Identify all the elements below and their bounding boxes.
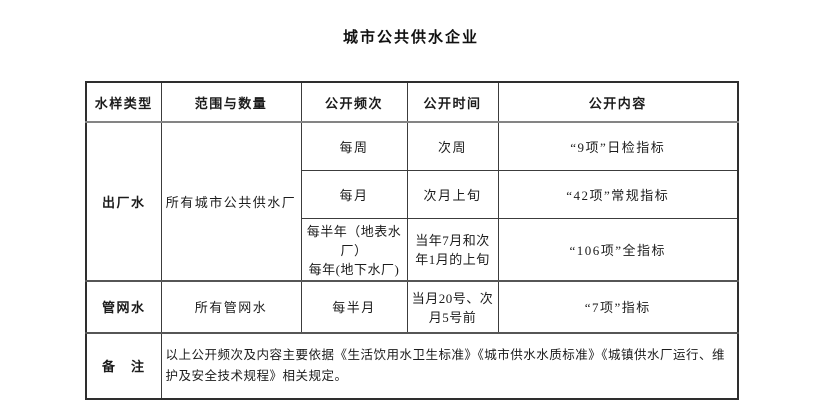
pipeline-scope-cell: 所有管网水 [160, 279, 302, 333]
page-title: 城市公共供水企业 [342, 30, 479, 46]
time-monthly-cell: 次月上旬 [406, 169, 499, 219]
content-halfyear-cell: “106项”全指标 [497, 217, 739, 281]
pipeline-time-cell: 当月20号、次月5号前 [406, 279, 499, 333]
header-content: 公开内容 [497, 81, 739, 123]
header-scope-quantity: 范围与数量 [160, 81, 302, 123]
remark-text-cell: 以上公开频次及内容主要依据《生活饮用水卫生标准》《城市供水水质标准》《城镇供水厂… [160, 331, 739, 399]
freq-halfyear-line1: 每半年（地表水厂） [306, 223, 402, 258]
table-header-row: 水样类型 范围与数量 公开频次 公开时间 公开内容 [85, 81, 739, 123]
remark-row: 备 注 以上公开频次及内容主要依据《生活饮用水卫生标准》《城市供水水质标准》《城… [85, 331, 739, 399]
freq-halfyear-cell: 每半年（地表水厂） 每年(地下水厂) [300, 217, 408, 281]
pipeline-content-cell: “7项”指标 [497, 279, 739, 333]
header-frequency: 公开频次 [300, 81, 408, 123]
remark-label-cell: 备 注 [85, 331, 162, 399]
freq-weekly-cell: 每周 [300, 121, 408, 171]
document-content: 城市公共供水企业 水样类型 范围与数量 公开频次 公开时间 公开内容 [85, 0, 739, 400]
table-row: 出厂水 所有城市公共供水厂 每周 次周 “9项”日检指标 [85, 121, 739, 281]
header-time: 公开时间 [406, 81, 499, 123]
freq-monthly-cell: 每月 [300, 169, 408, 219]
content-weekly-cell: “9项”日检指标 [497, 121, 739, 171]
time-halfyear-cell: 当年7月和次年1月的上旬 [406, 217, 499, 281]
factory-scope-cell: 所有城市公共供水厂 [160, 121, 302, 281]
pipeline-type-cell: 管网水 [85, 279, 162, 333]
table-row: 每月 次月上旬 “42项”常规指标 [86, 169, 739, 219]
freq-halfyear-line2: 每年(地下水厂) [308, 261, 400, 277]
table-row: 管网水 所有管网水 每半月 当月20号、次月5号前 “7项”指标 [85, 279, 739, 333]
header-sample-type: 水样类型 [85, 81, 162, 123]
content-monthly-cell: “42项”常规指标 [497, 169, 739, 219]
time-weekly-cell: 次周 [406, 121, 499, 171]
pipeline-freq-cell: 每半月 [300, 279, 408, 333]
factory-type-cell: 出厂水 [85, 121, 162, 281]
water-quality-disclosure-table: 水样类型 范围与数量 公开频次 公开时间 公开内容 出厂水 所有城市公共供水厂 … [85, 81, 739, 400]
table-row: 每半年（地表水厂） 每年(地下水厂) 当年7月和次年1月的上旬 “106项”全指… [86, 217, 739, 281]
